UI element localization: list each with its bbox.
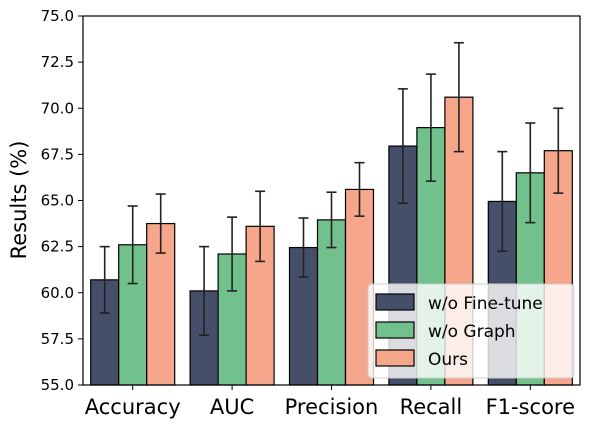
- y-tick-label: 75.0: [41, 7, 74, 25]
- legend-swatch: [375, 293, 415, 311]
- legend: w/o Fine-tune w/o Graph Ours: [367, 283, 575, 379]
- legend-swatch: [375, 321, 415, 339]
- y-tick-label: 60.0: [41, 284, 74, 302]
- x-tick-label: Recall: [400, 395, 463, 419]
- x-tick-label: Precision: [285, 395, 379, 419]
- y-tick-label: 57.5: [41, 330, 74, 348]
- y-tick-label: 67.5: [41, 145, 74, 163]
- error-bars-layer: [99, 41, 564, 336]
- y-axis-label: Results (%): [7, 141, 31, 260]
- x-axis: Accuracy AUC Precision Recall F1-score: [85, 385, 575, 419]
- legend-label: w/o Graph: [428, 322, 516, 342]
- x-tick-label: AUC: [210, 395, 254, 419]
- x-tick-label: F1-score: [486, 395, 575, 419]
- y-tick-label: 70.0: [41, 99, 74, 117]
- y-tick-label: 65.0: [41, 192, 74, 210]
- legend-box: [367, 283, 575, 379]
- y-tick-label: 55.0: [41, 376, 74, 394]
- y-tick-label: 62.5: [41, 238, 74, 256]
- y-axis: 55.0 57.5 60.0 62.5 65.0 67.5 70.0 72.5 75.0: [41, 7, 83, 394]
- y-tick-label: 72.5: [41, 53, 74, 71]
- legend-label: Ours: [428, 350, 468, 370]
- legend-swatch: [375, 349, 415, 367]
- x-tick-label: Accuracy: [85, 395, 181, 419]
- legend-label: w/o Fine-tune: [428, 294, 543, 314]
